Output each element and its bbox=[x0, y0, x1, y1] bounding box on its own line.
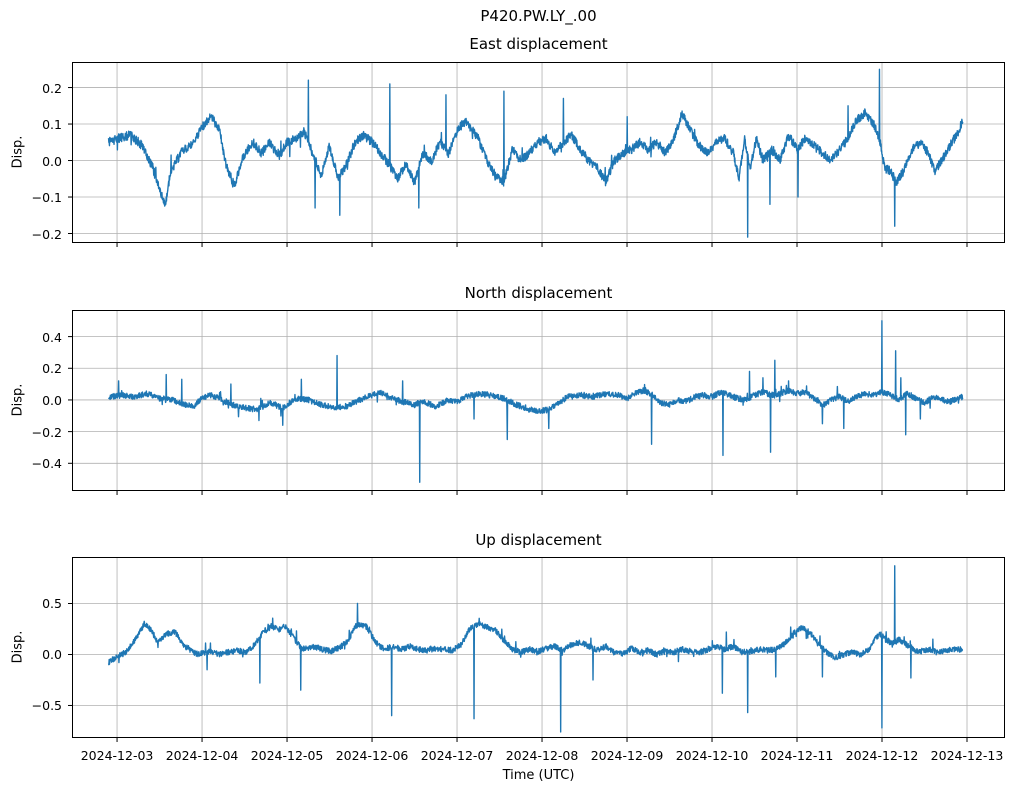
y-tick-label: −0.2 bbox=[31, 226, 62, 242]
x-tick-label: 2024-12-11 bbox=[760, 748, 834, 763]
y-tick-label: 0.0 bbox=[42, 647, 62, 663]
subplot-title-up: Up displacement bbox=[475, 531, 602, 549]
figure-title: P420.PW.LY_.00 bbox=[480, 7, 597, 25]
east-displacement-plot bbox=[66, 62, 1011, 253]
y-tick-label: 0.0 bbox=[42, 153, 62, 169]
north-displacement-plot bbox=[66, 310, 1011, 501]
y-tick-label: 0.0 bbox=[42, 392, 62, 408]
x-tick-label: 2024-12-07 bbox=[420, 748, 494, 763]
x-axis-label: Time (UTC) bbox=[502, 768, 575, 783]
x-tick-label: 2024-12-12 bbox=[845, 748, 919, 763]
y-tick-label: −0.2 bbox=[31, 424, 62, 440]
x-tick-label: 2024-12-10 bbox=[675, 748, 749, 763]
x-tick-label: 2024-12-04 bbox=[165, 748, 239, 763]
x-tick-label: 2024-12-05 bbox=[250, 748, 324, 763]
up-displacement-plot bbox=[66, 557, 1011, 748]
y-tick-label: 0.5 bbox=[42, 596, 62, 612]
subplot-title-east: East displacement bbox=[469, 35, 608, 53]
x-tick-label: 2024-12-13 bbox=[930, 748, 1004, 763]
y-tick-label: 0.4 bbox=[42, 329, 62, 345]
y-tick-label: 0.2 bbox=[42, 80, 62, 96]
y-tick-label: 0.1 bbox=[42, 117, 62, 133]
y-tick-label: −0.4 bbox=[31, 456, 62, 472]
x-tick-label: 2024-12-06 bbox=[335, 748, 409, 763]
x-tick-label: 2024-12-03 bbox=[80, 748, 154, 763]
x-tick-label: 2024-12-08 bbox=[505, 748, 579, 763]
x-tick-label: 2024-12-09 bbox=[590, 748, 664, 763]
y-tick-label: 0.2 bbox=[42, 361, 62, 377]
y-tick-label: −0.1 bbox=[31, 190, 62, 206]
y-tick-label: −0.5 bbox=[31, 698, 62, 714]
subplot-title-north: North displacement bbox=[464, 284, 613, 302]
